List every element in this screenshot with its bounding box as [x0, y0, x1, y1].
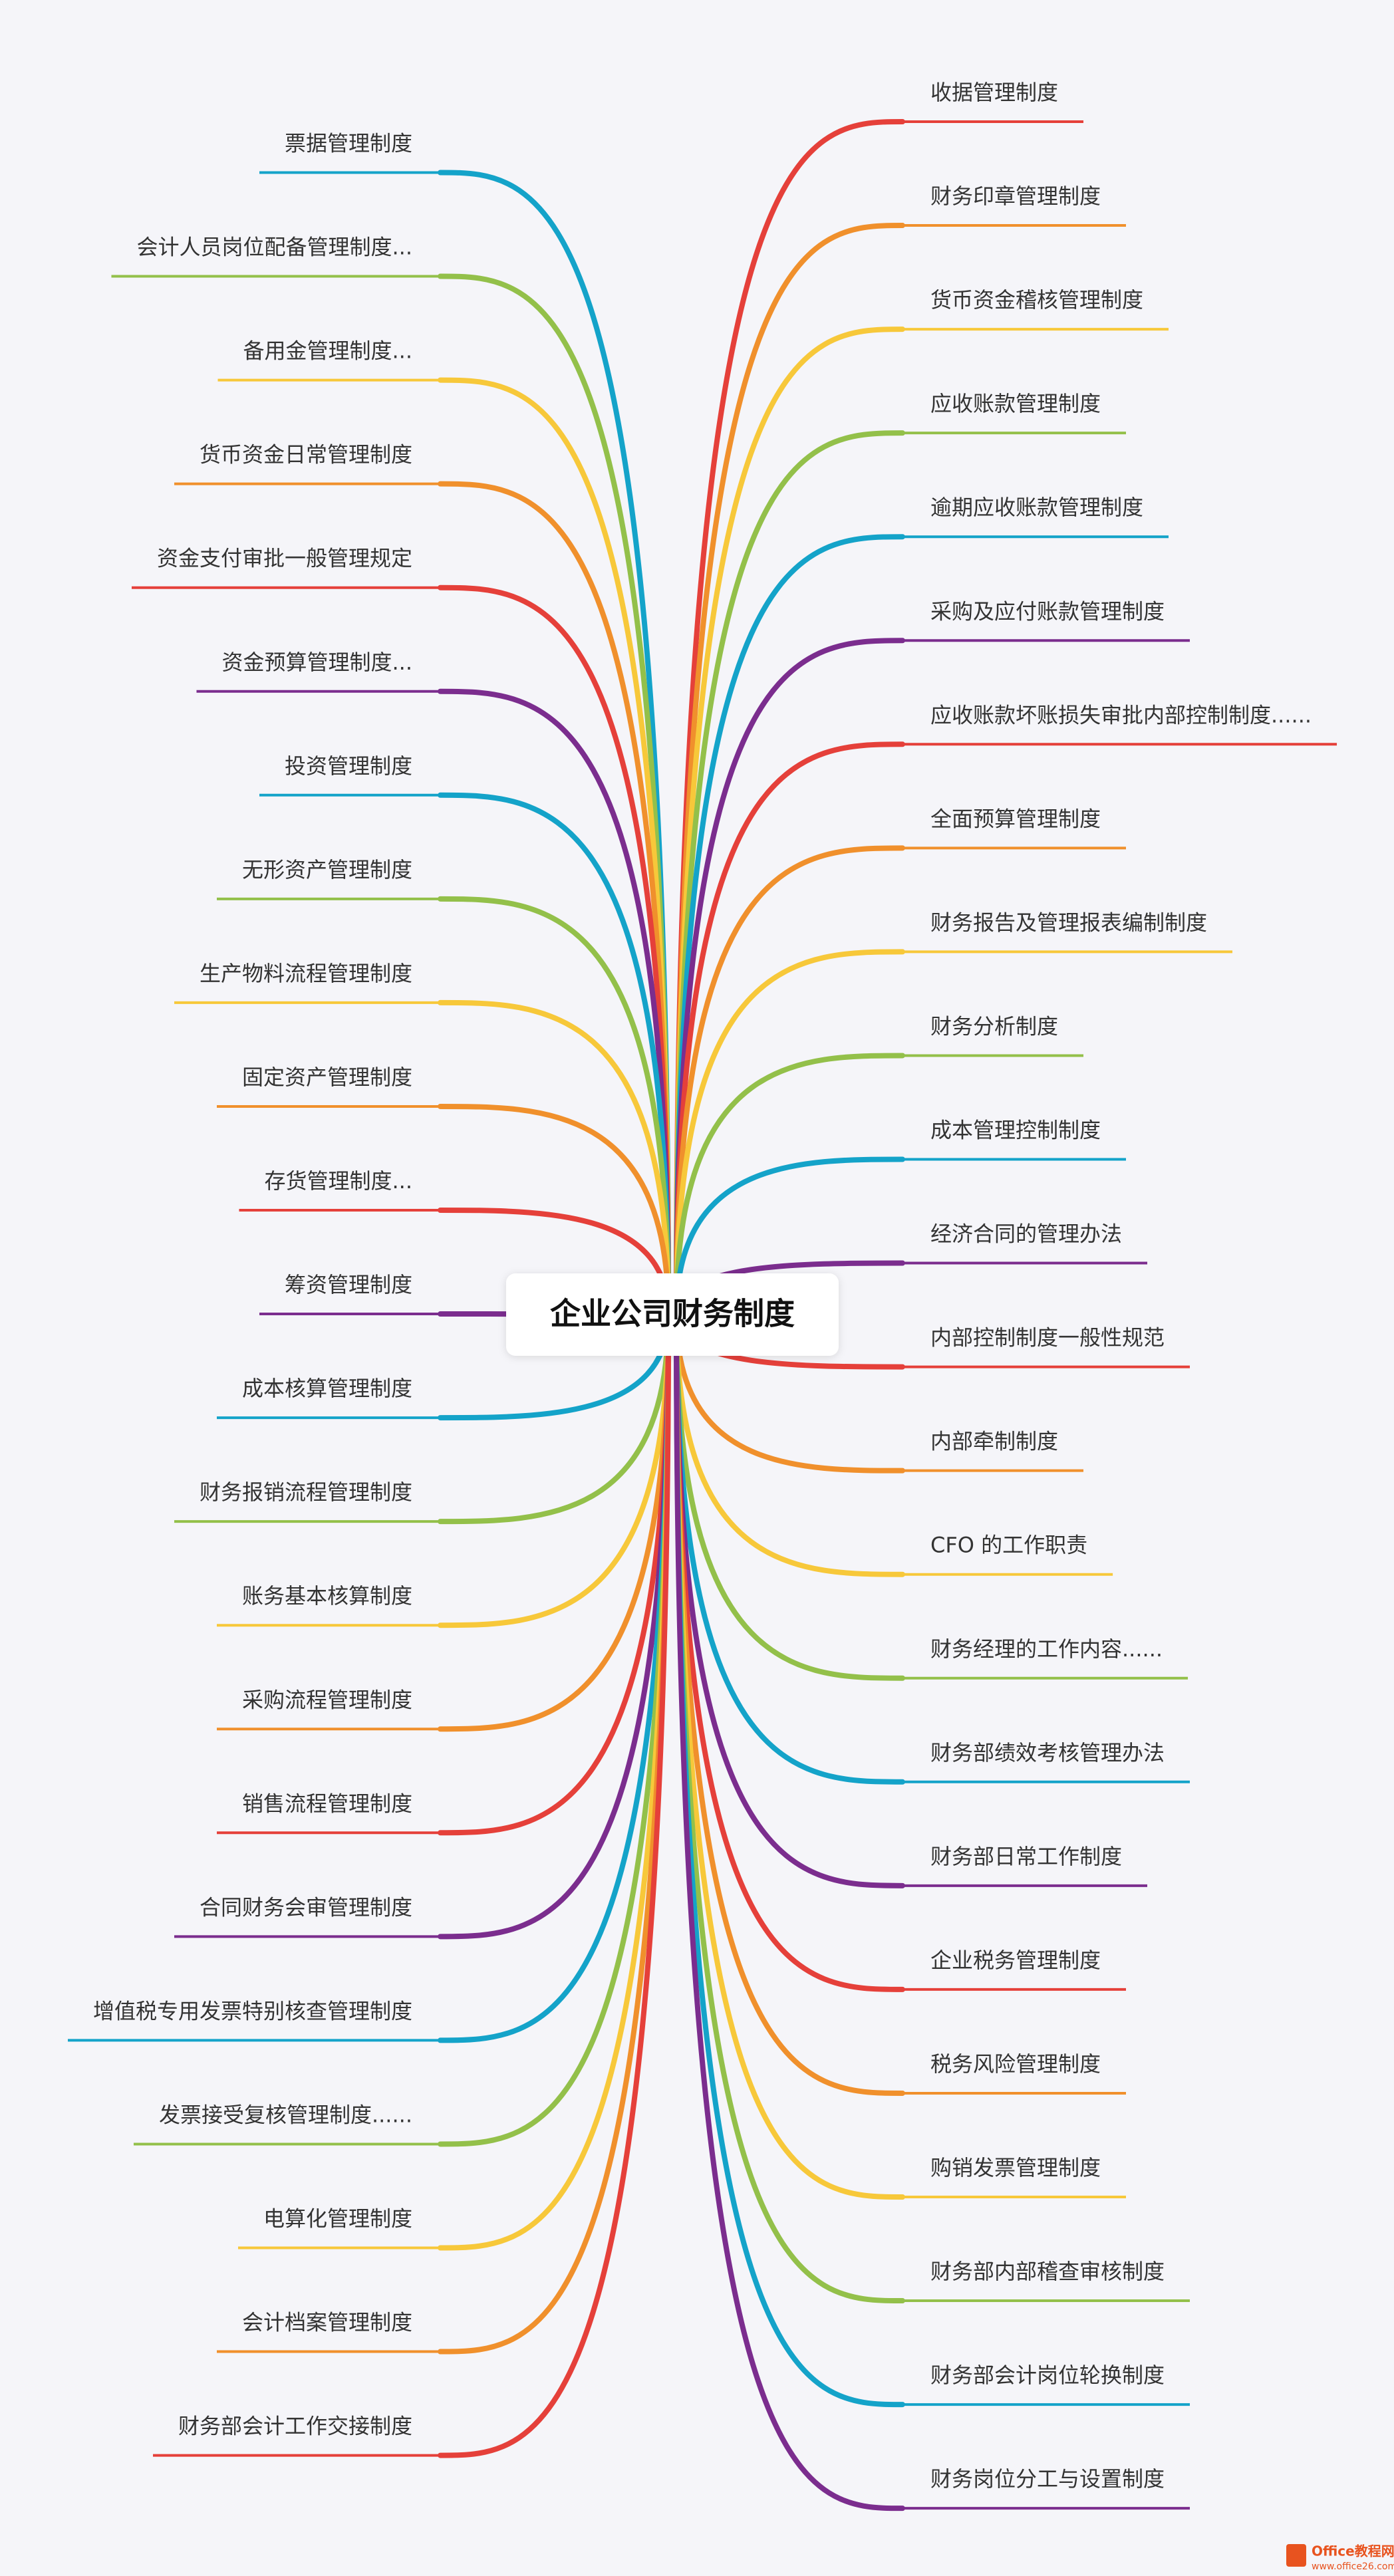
branch-label: 投资管理制度	[285, 753, 412, 779]
branch-label: 逾期应收账款管理制度	[930, 495, 1143, 520]
branch-curve	[438, 1312, 671, 1525]
branch-label: 全面预算管理制度	[930, 806, 1101, 831]
branch-label: CFO 的工作职责	[930, 1533, 1087, 1558]
branch-label: 采购及应付账款管理制度	[930, 598, 1165, 624]
branch-label: 增值税专用发票特别核查管理制度	[93, 1998, 412, 2023]
branch-label: 财务部内部稽查审核制度	[930, 2259, 1165, 2284]
center-title: 企业公司财务制度	[550, 1296, 795, 1332]
branch-label: 财务经理的工作内容......	[930, 1636, 1163, 1662]
branch-label: 资金支付审批一般管理规定	[157, 546, 412, 571]
branch-label: 采购流程管理制度	[242, 1687, 412, 1712]
branch-label: 财务印章管理制度	[930, 184, 1101, 209]
branch-label: 无形资产管理制度	[242, 857, 412, 882]
branch-curve	[674, 1312, 905, 1888]
branch-label: 成本核算管理制度	[242, 1376, 412, 1401]
branch-curve	[674, 845, 905, 1317]
branch-curve	[438, 896, 671, 1317]
watermark-brand: Office教程网	[1312, 2543, 1394, 2559]
branch-label: 票据管理制度	[285, 131, 412, 156]
branch-curve	[674, 534, 905, 1317]
branch-label: 收据管理制度	[930, 80, 1058, 105]
branch-label: 内部牵制制度	[930, 1429, 1058, 1454]
branch-label: 财务分析制度	[930, 1013, 1058, 1039]
branch-labels: 收据管理制度财务印章管理制度货币资金稽核管理制度应收账款管理制度逾期应收账款管理…	[67, 80, 1337, 2510]
branch-curve	[674, 949, 905, 1317]
branch-curve	[438, 999, 671, 1317]
branch-curve	[674, 1312, 905, 1577]
branch-label: 应收账款管理制度	[930, 391, 1101, 416]
branch-label: 固定资产管理制度	[242, 1065, 412, 1090]
branch-curve	[438, 792, 671, 1317]
branch-label: 生产物料流程管理制度	[200, 961, 412, 986]
branch-curve	[674, 1312, 905, 1681]
branch-curve	[674, 1312, 905, 2512]
branches	[438, 119, 905, 2512]
branch-curve	[438, 481, 671, 1317]
branch-label: 发票接受复核管理制度......	[159, 2102, 412, 2127]
branch-curve	[438, 688, 671, 1317]
branch-label: 经济合同的管理办法	[930, 1222, 1122, 1247]
branch-label: 合同财务会审管理制度	[200, 1894, 412, 1920]
branch-curve	[438, 1312, 671, 2458]
branch-label: 会计档案管理制度	[242, 2310, 412, 2335]
branch-curve	[674, 1053, 905, 1317]
center-box	[506, 1273, 839, 1356]
branch-curve	[438, 584, 671, 1317]
branch-label: 财务报告及管理报表编制制度	[930, 910, 1207, 935]
watermark: Office教程网 www.office26.com	[1286, 2543, 1394, 2572]
watermark-url: www.office26.com	[1312, 2561, 1394, 2572]
watermark-icon	[1286, 2544, 1306, 2567]
branch-label: 备用金管理制度...	[243, 338, 412, 364]
branch-label: 税务风险管理制度	[930, 2051, 1101, 2077]
branch-label: 成本管理控制制度	[930, 1118, 1101, 1143]
branch-curve	[674, 1312, 905, 1474]
branch-curve	[438, 1312, 671, 1836]
branch-label: 会计人员岗位配备管理制度...	[136, 235, 412, 260]
branch-label: 货币资金稽核管理制度	[930, 287, 1143, 313]
branch-label: 资金预算管理制度...	[221, 650, 412, 675]
branch-label: 财务部会计工作交接制度	[178, 2414, 412, 2439]
branch-curve	[674, 741, 905, 1317]
branch-label: 购销发票管理制度	[930, 2155, 1101, 2180]
branch-label: 企业税务管理制度	[930, 1948, 1101, 1973]
branch-label: 电算化管理制度	[263, 2206, 412, 2232]
branch-curve	[438, 1312, 671, 1628]
branch-label: 销售流程管理制度	[242, 1791, 412, 1816]
branch-curve	[438, 1312, 671, 1732]
branch-curve	[674, 1312, 905, 1992]
branch-label: 应收账款坏账损失审批内部控制制度......	[930, 702, 1312, 727]
branch-label: 财务报销流程管理制度	[200, 1480, 412, 1505]
branch-curve	[674, 638, 905, 1317]
branch-label: 财务部会计岗位轮换制度	[930, 2363, 1165, 2388]
branch-label: 财务部日常工作制度	[930, 1844, 1122, 1869]
branch-curve	[674, 1156, 905, 1317]
branch-label: 财务部绩效考核管理办法	[930, 1740, 1165, 1765]
branch-curve	[438, 1103, 671, 1317]
branch-label: 财务岗位分工与设置制度	[930, 2466, 1165, 2492]
branch-label: 账务基本核算制度	[242, 1583, 412, 1609]
branch-curve	[674, 1312, 905, 1785]
branch-label: 内部控制制度一般性规范	[930, 1325, 1165, 1351]
branch-label: 货币资金日常管理制度	[200, 442, 412, 467]
branch-label: 筹资管理制度	[285, 1272, 412, 1297]
branch-label: 存货管理制度...	[264, 1168, 412, 1194]
